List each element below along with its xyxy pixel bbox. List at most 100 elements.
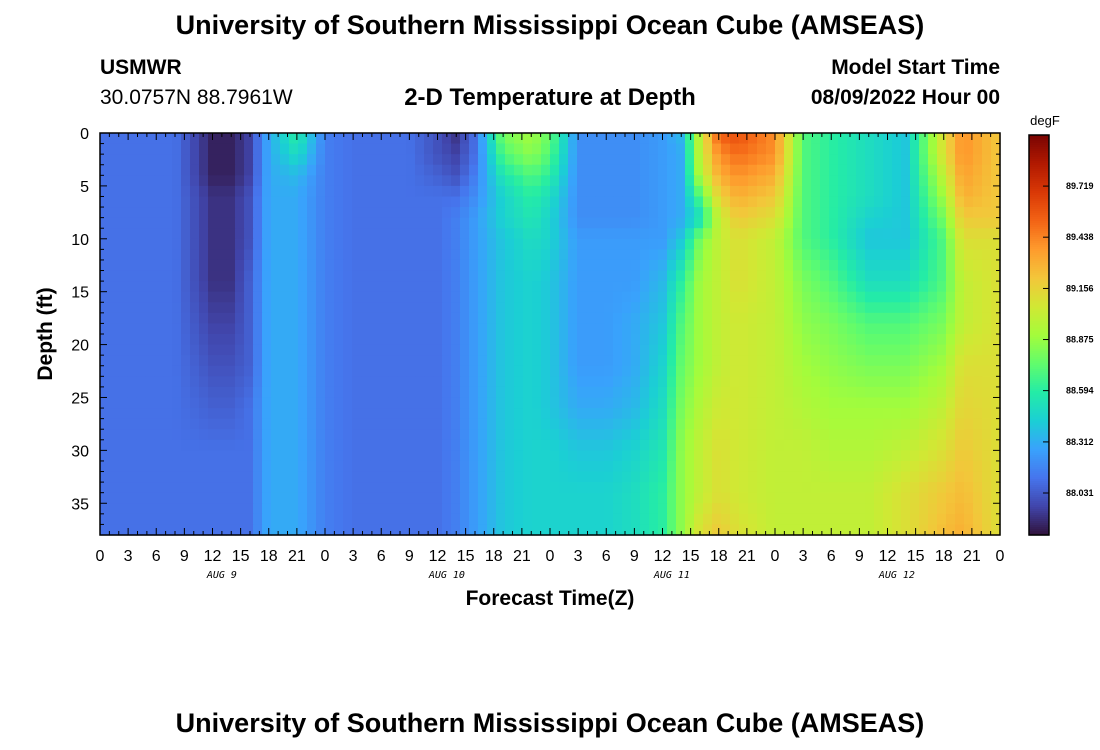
heatmap-cell [235,133,245,145]
heatmap-cell [244,185,254,198]
heatmap-cell [928,302,938,314]
heatmap-cell [748,397,758,409]
heatmap-cell [505,259,515,272]
heatmap-cell [766,386,776,399]
heatmap-cell [253,460,263,473]
heatmap-cell [127,408,137,420]
heatmap-cell [865,513,875,526]
colorbar-cell [1029,317,1049,320]
heatmap-cell [559,344,569,356]
heatmap-cell [379,397,389,409]
heatmap-cell [433,270,443,282]
heatmap-cell [262,460,272,473]
heatmap-cell [469,207,479,219]
heatmap-cell [622,408,632,420]
heatmap-cell [280,408,290,420]
heatmap-cell [730,408,740,420]
heatmap-cell [901,439,911,451]
heatmap-cell [127,217,137,229]
heatmap-cell [244,281,254,293]
heatmap-cell [973,196,983,208]
heatmap-cell [640,217,650,229]
heatmap-cell [235,323,245,335]
heatmap-cell [181,334,191,346]
heatmap-cell [190,164,200,176]
heatmap-cell [136,249,146,261]
heatmap-cell [775,259,785,272]
heatmap-cell [262,196,272,208]
heatmap-cell [937,513,947,526]
heatmap-cell [145,302,155,314]
heatmap-cell [568,334,578,346]
colorbar-cell [1029,299,1049,302]
heatmap-cell [370,312,380,325]
x-tick-label: 15 [682,548,700,565]
heatmap-cell [334,397,344,409]
heatmap-cell [919,238,929,250]
heatmap-cell [937,259,947,272]
heatmap-cell [379,450,389,462]
heatmap-cell [334,185,344,198]
heatmap-cell [775,355,785,367]
heatmap-cell [802,154,812,166]
colorbar-cell [1029,315,1049,318]
heatmap-cell [532,492,542,504]
heatmap-cell [127,175,137,187]
heatmap-cell [577,334,587,346]
heatmap-cell [496,513,506,526]
heatmap-cell [811,418,821,430]
heatmap-cell [604,460,614,473]
heatmap-cell [955,418,965,430]
heatmap-cell [937,334,947,346]
heatmap-cell [388,207,398,219]
heatmap-cell [325,503,335,515]
colorbar-cell [1029,447,1049,450]
heatmap-cell [586,281,596,293]
heatmap-cell [937,439,947,451]
heatmap-cell [649,513,659,526]
heatmap-cell [604,259,614,272]
heatmap-cell [235,228,245,240]
heatmap-cell [937,503,947,515]
heatmap-cell [919,175,929,187]
heatmap-cell [505,418,515,430]
heatmap-cell [550,386,560,399]
heatmap-cell [973,365,983,377]
x-tick-label: 21 [738,548,756,565]
heatmap-cell [820,460,830,473]
heatmap-cell [307,259,317,272]
heatmap-cell [784,418,794,430]
heatmap-cell [541,302,551,314]
heatmap-cell [559,513,569,526]
heatmap-cell [613,386,623,399]
heatmap-cell [271,408,281,420]
heatmap-cell [271,429,281,441]
heatmap-cell [676,281,686,293]
heatmap-cell [892,334,902,346]
heatmap-cell [451,429,461,441]
heatmap-cell [217,207,227,219]
heatmap-cell [856,281,866,293]
heatmap-cell [604,503,614,515]
heatmap-cell [244,460,254,473]
heatmap-cell [757,291,767,303]
heatmap-cell [568,503,578,515]
heatmap-cell [523,418,533,430]
heatmap-cell [460,207,470,219]
heatmap-cell [136,281,146,293]
heatmap-cell [208,281,218,293]
heatmap-cell [172,281,182,293]
heatmap-cell [478,429,488,441]
heatmap-cell [442,386,452,399]
heatmap-cell [505,482,515,494]
heatmap-cell [253,228,263,240]
heatmap-cell [595,397,605,409]
colorbar-cell [1029,445,1049,448]
heatmap-cell [226,249,236,261]
heatmap-cell [901,513,911,526]
heatmap-cell [352,281,362,293]
heatmap-cell [694,302,704,314]
heatmap-cell [955,408,965,420]
heatmap-cell [946,228,956,240]
y-tick-label: 5 [80,179,89,196]
